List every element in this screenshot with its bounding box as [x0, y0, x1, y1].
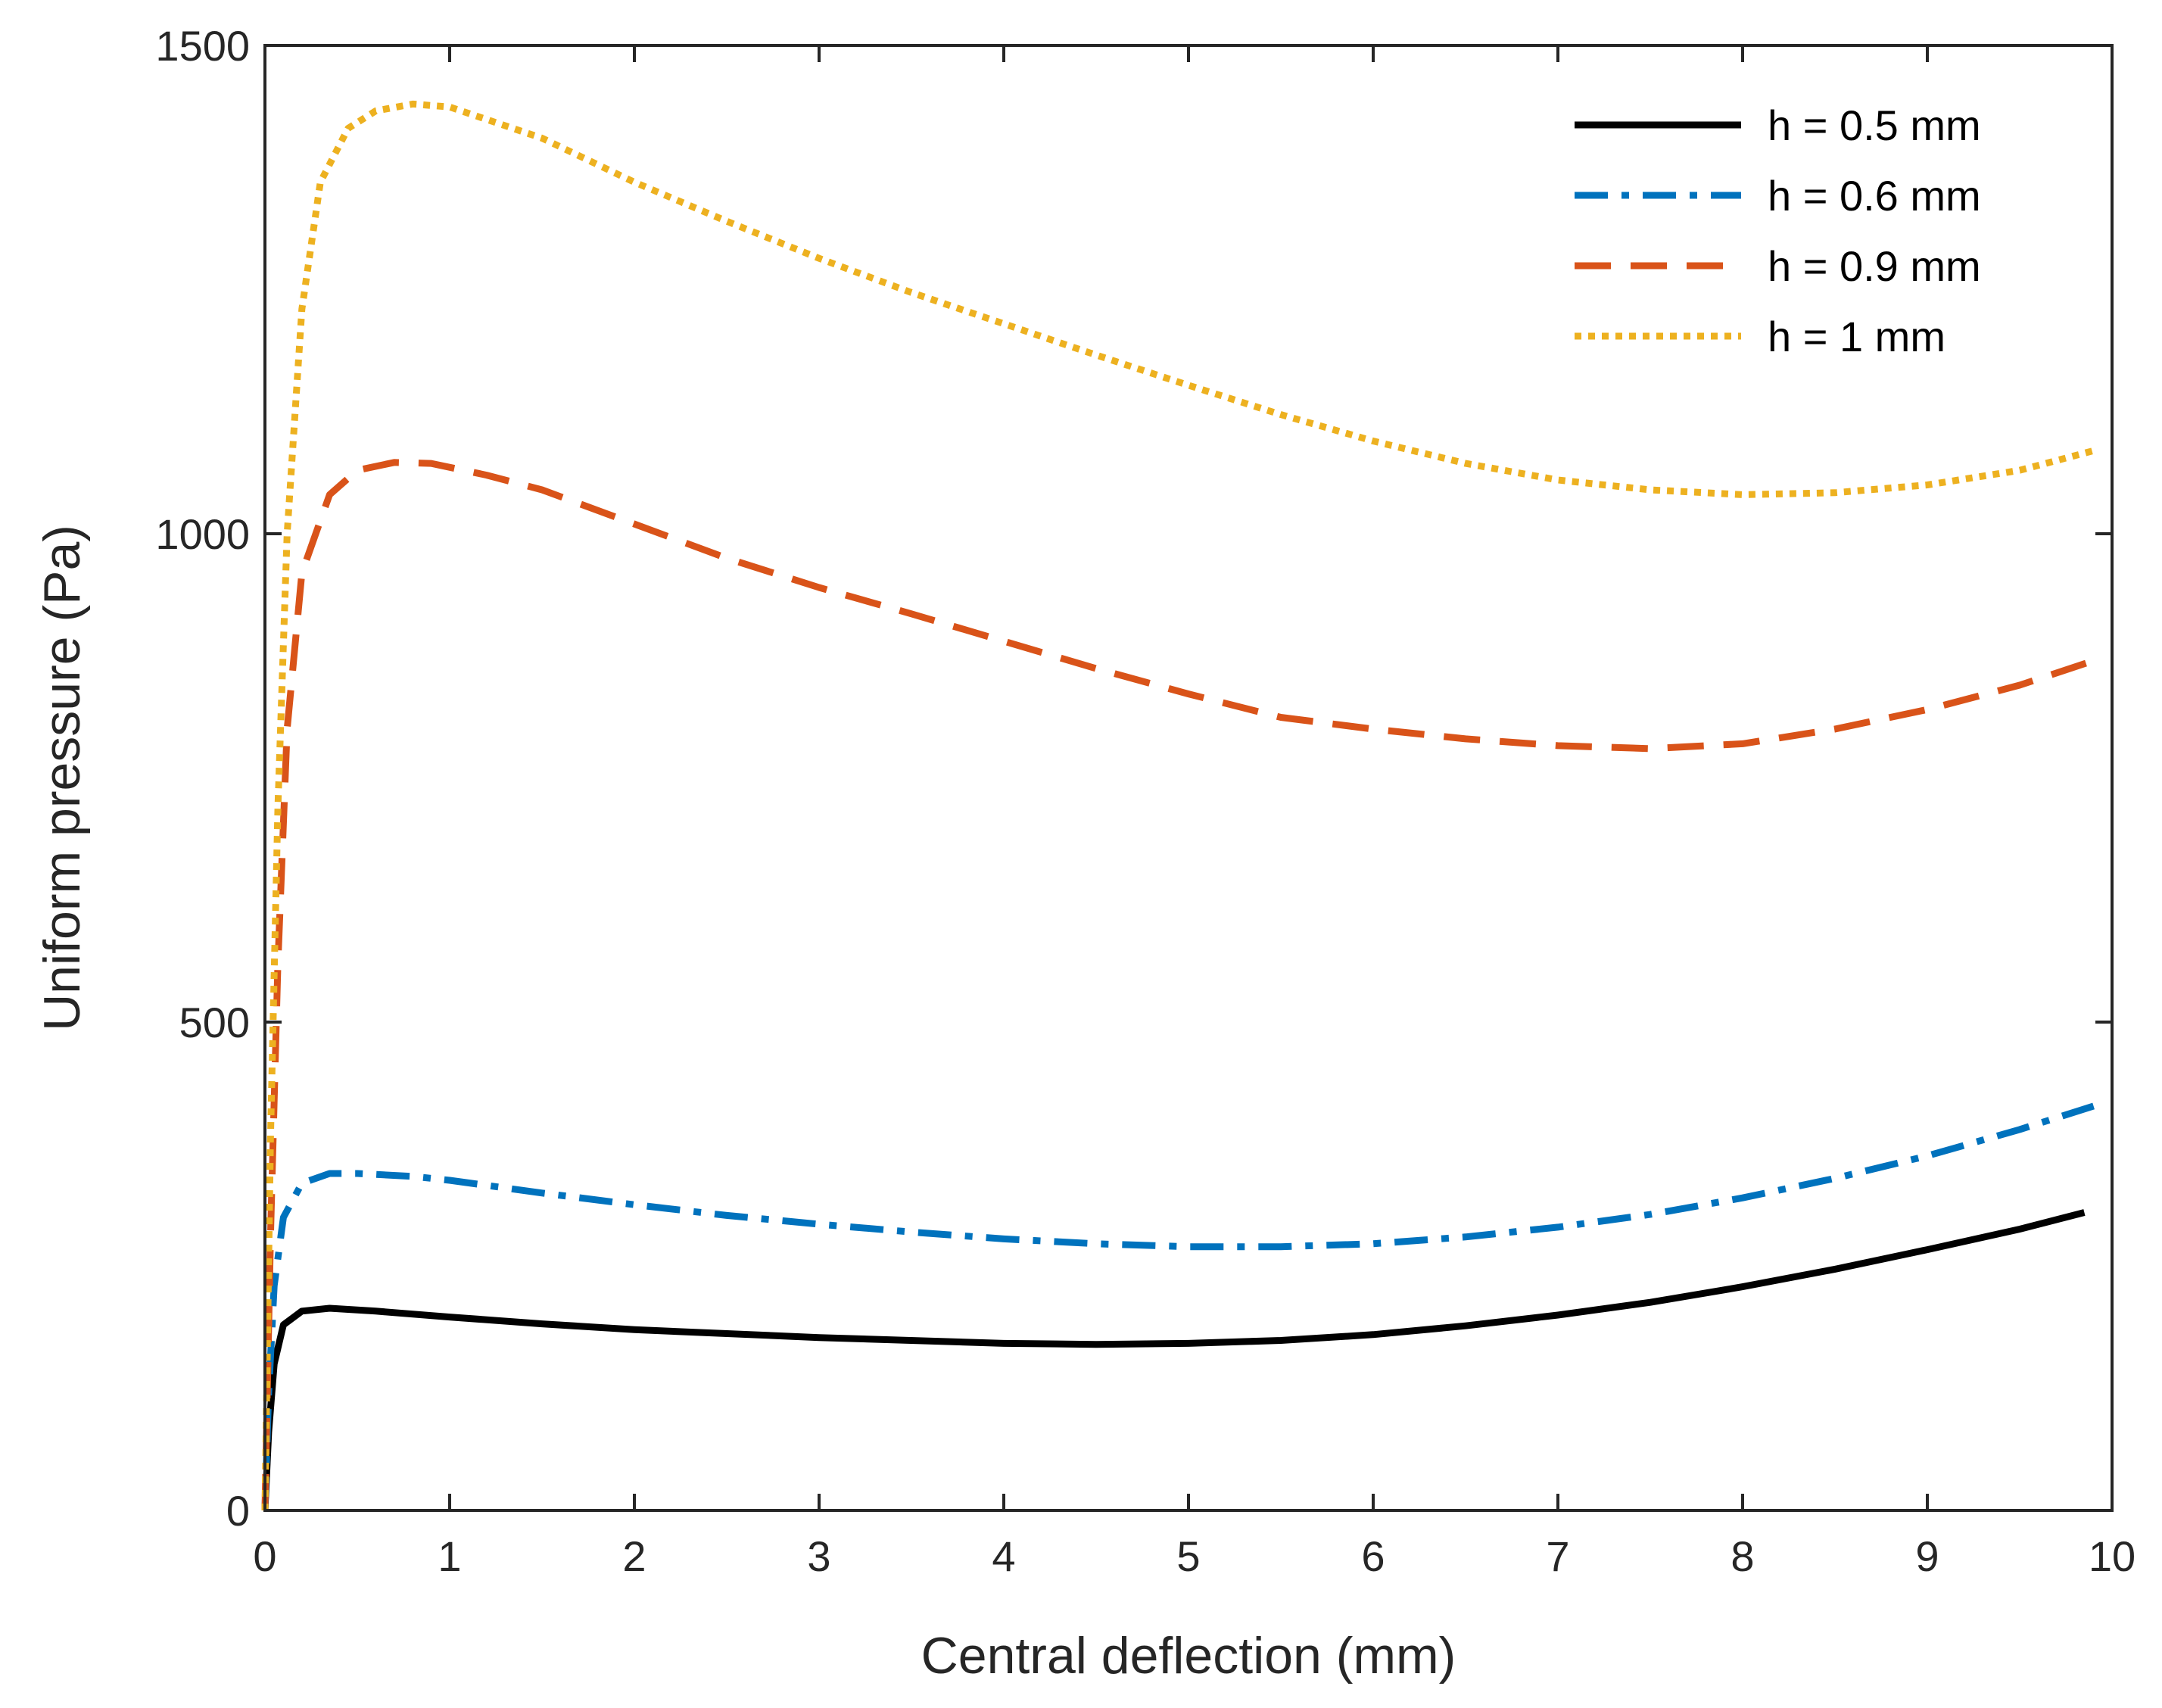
y-tick-label: 0: [226, 1487, 250, 1535]
series-line-3: [261, 459, 2095, 1511]
x-axis-title: Central deflection (mm): [921, 1627, 1456, 1685]
legend-label-3: h = 0.9 mm: [1768, 242, 1981, 290]
y-tick-label: 1500: [155, 22, 250, 70]
x-tick-label: 2: [622, 1532, 646, 1580]
series-line-4: [261, 100, 2095, 1511]
series-layer: [261, 100, 2095, 1511]
y-tick-label: 1000: [155, 510, 250, 558]
y-axis-title: Uniform pressure (Pa): [33, 525, 91, 1031]
x-tick-label: 5: [1176, 1532, 1200, 1580]
legend-label-1: h = 0.5 mm: [1768, 101, 1981, 149]
legend: h = 0.5 mm h = 0.6 mm h = 0.9 mm h = 1 mm: [1575, 101, 1981, 360]
x-tick-label: 3: [807, 1532, 830, 1580]
series-line-1: [261, 1209, 2086, 1511]
x-tick-label: 7: [1546, 1532, 1569, 1580]
x-tick-label: 10: [2089, 1532, 2136, 1580]
x-tick-label: 9: [1915, 1532, 1939, 1580]
x-tick-label: 1: [438, 1532, 461, 1580]
x-tick-label: 4: [992, 1532, 1015, 1580]
legend-label-2: h = 0.6 mm: [1768, 172, 1981, 220]
y-tick-label: 500: [179, 999, 250, 1046]
x-tick-label: 6: [1361, 1532, 1385, 1580]
x-tick-label: 8: [1731, 1532, 1754, 1580]
series-line-2: [261, 1102, 2095, 1511]
legend-label-4: h = 1 mm: [1768, 313, 1945, 360]
axis-ticks: 0 1 2 3 4 5 6 7 8 9 10 0 500 1000 1500: [155, 22, 2136, 1580]
x-tick-label: 0: [253, 1532, 276, 1580]
